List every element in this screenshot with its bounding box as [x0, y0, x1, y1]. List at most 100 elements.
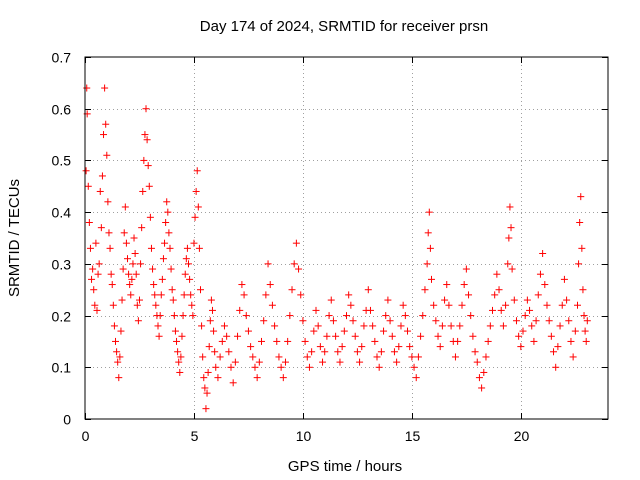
data-point — [571, 327, 579, 335]
data-point — [231, 358, 239, 366]
data-point — [432, 317, 440, 325]
data-point — [510, 296, 518, 304]
data-point — [185, 260, 193, 268]
data-point — [349, 317, 357, 325]
data-point — [132, 270, 140, 278]
data-point — [165, 229, 173, 237]
data-point — [163, 198, 171, 206]
data-point — [119, 265, 127, 273]
data-point — [192, 187, 200, 195]
data-point — [149, 265, 157, 273]
data-point — [229, 379, 237, 387]
data-point — [552, 363, 560, 371]
data-point — [85, 218, 93, 226]
data-point — [266, 281, 274, 289]
data-point — [426, 244, 434, 252]
data-point — [482, 353, 490, 361]
data-point — [582, 337, 590, 345]
plot-frame — [84, 56, 609, 420]
data-point — [210, 327, 218, 335]
data-point — [469, 332, 477, 340]
data-point — [539, 250, 547, 258]
data-point — [458, 301, 466, 309]
data-point — [182, 255, 190, 263]
data-point — [200, 374, 208, 382]
data-point — [202, 405, 210, 413]
data-point — [443, 281, 451, 289]
data-point — [216, 353, 224, 361]
data-point — [227, 363, 235, 371]
data-point — [297, 291, 305, 299]
data-point — [157, 291, 165, 299]
data-point — [108, 281, 116, 289]
data-point — [116, 353, 124, 361]
data-point — [247, 343, 255, 351]
data-point — [194, 203, 202, 211]
y-tick-label: 0.6 — [52, 102, 72, 118]
data-point — [578, 244, 586, 252]
data-point — [201, 384, 209, 392]
data-point — [271, 322, 279, 330]
data-point — [295, 265, 303, 273]
data-point — [369, 322, 377, 330]
data-point — [360, 322, 368, 330]
data-point — [388, 332, 396, 340]
data-point — [299, 317, 307, 325]
data-point — [260, 317, 268, 325]
data-point — [364, 286, 372, 294]
data-point — [101, 84, 109, 92]
data-point — [347, 301, 355, 309]
data-point — [484, 337, 492, 345]
data-point — [554, 343, 562, 351]
data-point — [277, 363, 285, 371]
data-point — [180, 291, 188, 299]
data-point — [425, 208, 433, 216]
data-point — [575, 260, 583, 268]
data-point — [100, 131, 108, 139]
data-point — [207, 296, 215, 304]
data-point — [573, 301, 581, 309]
data-point — [242, 312, 250, 320]
data-point — [238, 281, 246, 289]
data-point — [517, 343, 525, 351]
data-point — [465, 291, 473, 299]
data-point — [140, 156, 148, 164]
x-axis-label: GPS time / hours — [288, 458, 402, 475]
data-point — [478, 384, 486, 392]
data-point — [204, 368, 212, 376]
data-point — [121, 203, 129, 211]
data-point — [303, 353, 311, 361]
data-point — [262, 291, 270, 299]
data-point — [534, 291, 542, 299]
data-point — [96, 187, 104, 195]
data-point — [336, 358, 344, 366]
data-point — [258, 337, 266, 345]
data-point — [506, 203, 514, 211]
data-point — [560, 275, 568, 283]
data-point — [183, 244, 191, 252]
data-point — [128, 275, 136, 283]
data-point — [129, 260, 137, 268]
data-point — [532, 317, 540, 325]
y-tick-label: 0.7 — [52, 50, 72, 66]
data-point — [147, 244, 155, 252]
data-point — [286, 312, 294, 320]
data-point — [563, 296, 571, 304]
data-point — [536, 270, 544, 278]
data-point — [251, 363, 259, 371]
data-point — [187, 291, 195, 299]
data-point — [236, 306, 244, 314]
data-point — [123, 255, 131, 263]
data-point — [375, 363, 383, 371]
data-point — [406, 343, 414, 351]
axis-ticks — [85, 57, 608, 420]
data-point — [424, 229, 432, 237]
data-point — [545, 317, 553, 325]
data-point — [268, 301, 276, 309]
data-point — [211, 348, 219, 356]
data-point — [292, 239, 300, 247]
data-point — [308, 348, 316, 356]
data-point — [569, 353, 577, 361]
data-point — [316, 343, 324, 351]
data-point — [134, 317, 142, 325]
